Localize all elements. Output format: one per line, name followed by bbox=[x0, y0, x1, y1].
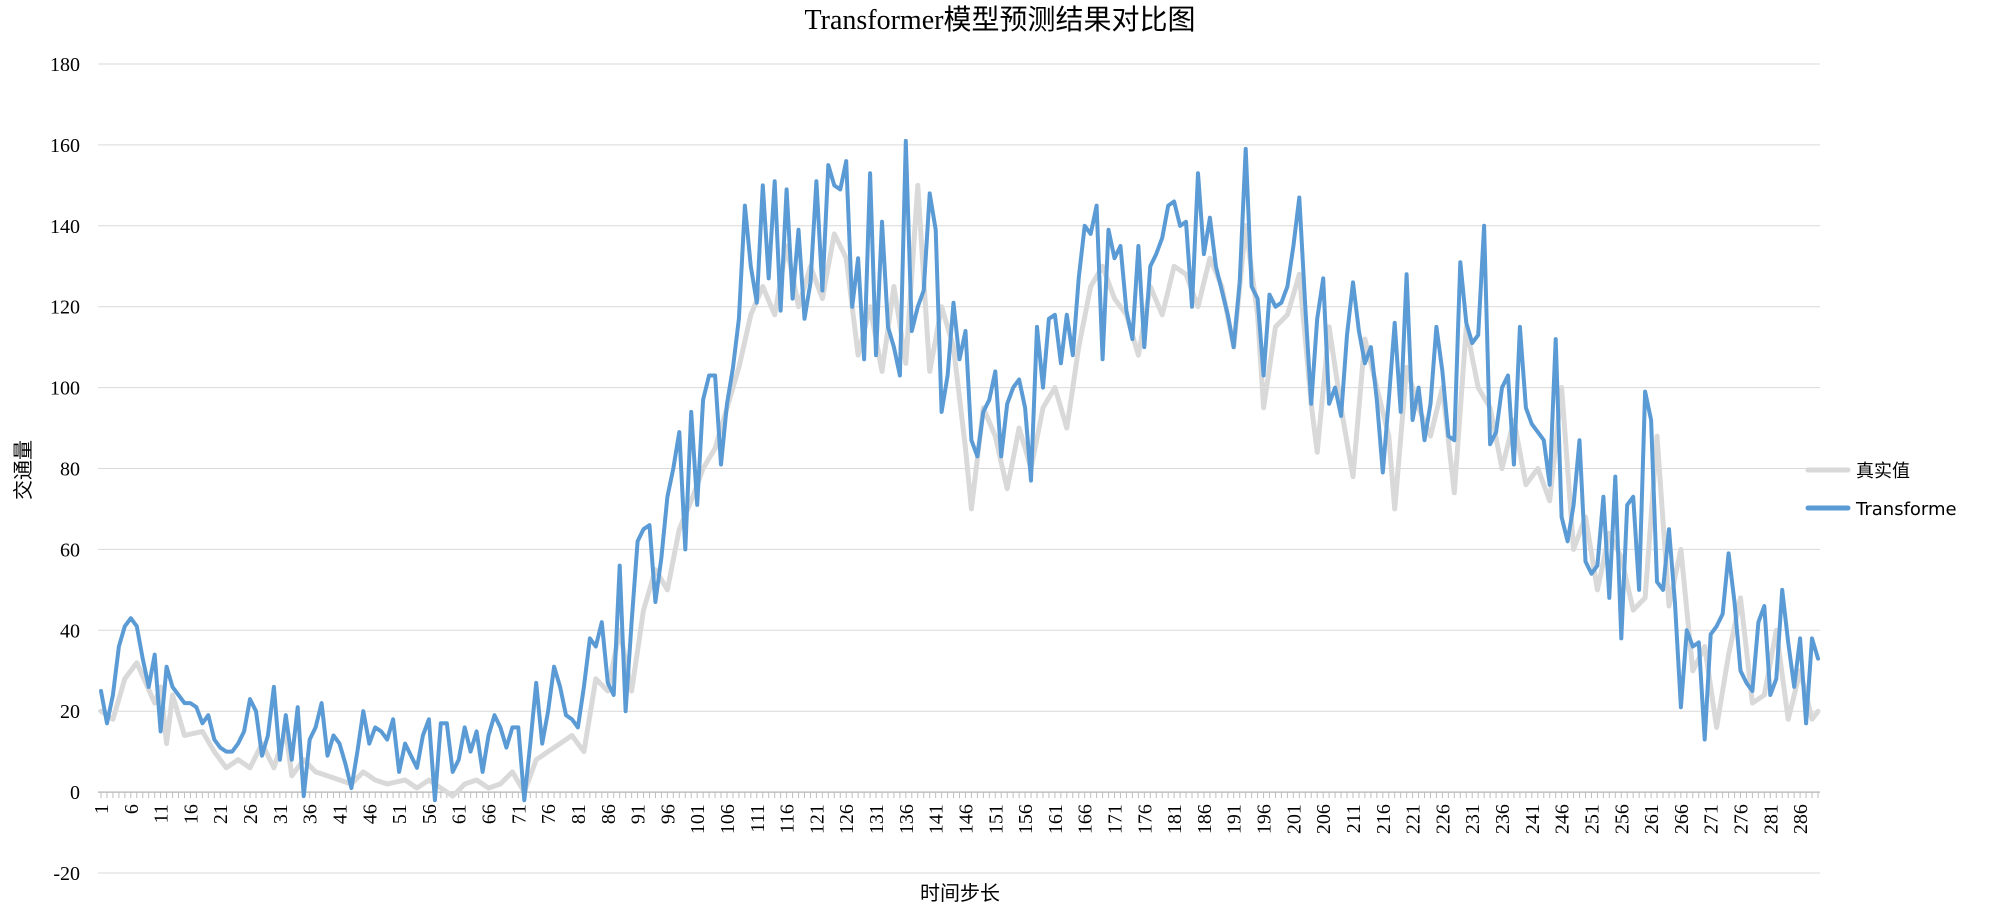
x-tick-label: 31 bbox=[270, 804, 292, 824]
x-tick-label: 1 bbox=[91, 804, 113, 814]
x-tick-label: 76 bbox=[538, 804, 560, 824]
x-tick-label: 51 bbox=[389, 804, 411, 824]
x-tick-label: 41 bbox=[329, 804, 351, 824]
x-tick-label: 276 bbox=[1730, 804, 1752, 834]
legend: 真实值 Transforme bbox=[1805, 461, 1957, 520]
legend-label-transformer: Transforme bbox=[1855, 499, 1957, 520]
x-tick-label: 236 bbox=[1492, 804, 1514, 834]
x-tick-label: 66 bbox=[479, 804, 501, 824]
x-tick-label: 271 bbox=[1701, 804, 1723, 834]
y-tick-label: 0 bbox=[70, 782, 80, 804]
x-tick-label: 261 bbox=[1641, 804, 1663, 834]
x-tick-label: 96 bbox=[657, 804, 679, 824]
x-tick-label: 266 bbox=[1671, 804, 1693, 834]
x-tick-label: 196 bbox=[1254, 804, 1276, 834]
x-tick-label: 161 bbox=[1045, 804, 1067, 834]
x-tick-label: 151 bbox=[985, 804, 1007, 834]
x-tick-label: 91 bbox=[628, 804, 650, 824]
x-tick-label: 251 bbox=[1581, 804, 1603, 834]
x-tick-label: 221 bbox=[1403, 804, 1425, 834]
x-tick-label: 216 bbox=[1373, 804, 1395, 834]
y-tick-label: 20 bbox=[60, 701, 80, 723]
y-axis-title: 交通量 bbox=[11, 440, 35, 500]
y-tick-label: 180 bbox=[50, 54, 80, 76]
x-tick-label: 256 bbox=[1611, 804, 1633, 834]
x-tick-label: 286 bbox=[1790, 804, 1812, 834]
series-line-true bbox=[98, 182, 1821, 799]
x-tick-label: 6 bbox=[121, 804, 143, 814]
chart-title: Transformer模型预测结果对比图 bbox=[805, 4, 1196, 36]
legend-label-true: 真实值 bbox=[1856, 461, 1910, 482]
x-tick-label: 71 bbox=[508, 804, 530, 824]
y-axis-ticks: -20 0 20 40 60 80 100 120 140 160 180 bbox=[50, 54, 80, 885]
x-tick-label: 131 bbox=[866, 804, 888, 834]
x-tick-label: 21 bbox=[210, 804, 232, 824]
x-axis-ticks: 1 6 11 16 21 26 31 36 41 46 51 56 61 66 71 76 81 86 91 96 10… bbox=[91, 804, 1812, 834]
y-tick-label: 100 bbox=[50, 378, 80, 400]
x-tick-label: 36 bbox=[300, 804, 322, 824]
x-tick-label: 231 bbox=[1462, 804, 1484, 834]
x-tick-label: 246 bbox=[1552, 804, 1574, 834]
x-tick-label: 281 bbox=[1760, 804, 1782, 834]
x-tick-label: 116 bbox=[777, 804, 799, 833]
x-tick-label: 136 bbox=[896, 804, 918, 834]
x-tick-label: 146 bbox=[955, 804, 977, 834]
y-tick-label: 120 bbox=[50, 297, 80, 319]
x-tick-label: 11 bbox=[151, 804, 173, 823]
y-tick-label: 40 bbox=[60, 620, 80, 642]
series-lines bbox=[98, 138, 1821, 803]
x-tick-label: 191 bbox=[1224, 804, 1246, 834]
x-tick-label: 226 bbox=[1432, 804, 1454, 834]
x-tick-label: 16 bbox=[180, 804, 202, 824]
y-tick-label: 60 bbox=[60, 539, 80, 561]
x-tick-label: 111 bbox=[747, 804, 769, 833]
x-tick-label: 101 bbox=[687, 804, 709, 834]
x-tick-label: 156 bbox=[1015, 804, 1037, 834]
x-tick-label: 176 bbox=[1134, 804, 1156, 834]
x-tick-label: 56 bbox=[419, 804, 441, 824]
x-tick-label: 26 bbox=[240, 804, 262, 824]
x-tick-label: 186 bbox=[1194, 804, 1216, 834]
x-tick-label: 61 bbox=[449, 804, 471, 824]
x-tick-label: 211 bbox=[1343, 804, 1365, 833]
x-tick-label: 86 bbox=[598, 804, 620, 824]
x-tick-label: 141 bbox=[926, 804, 948, 834]
x-axis bbox=[98, 791, 1820, 799]
y-tick-label: 140 bbox=[50, 216, 80, 238]
x-tick-label: 181 bbox=[1164, 804, 1186, 834]
y-tick-label: 160 bbox=[50, 135, 80, 157]
x-tick-label: 121 bbox=[806, 804, 828, 834]
x-tick-label: 206 bbox=[1313, 804, 1335, 834]
x-axis-title: 时间步长 bbox=[920, 881, 1000, 905]
y-tick-label: -20 bbox=[53, 863, 80, 885]
x-tick-label: 201 bbox=[1283, 804, 1305, 834]
x-tick-label: 241 bbox=[1522, 804, 1544, 834]
x-tick-label: 171 bbox=[1105, 804, 1127, 834]
x-tick-label: 46 bbox=[359, 804, 381, 824]
x-tick-label: 106 bbox=[717, 804, 739, 834]
x-tick-label: 126 bbox=[836, 804, 858, 834]
x-tick-label: 166 bbox=[1075, 804, 1097, 834]
y-tick-label: 80 bbox=[60, 459, 80, 481]
x-tick-label: 81 bbox=[568, 804, 590, 824]
series-line-transformer bbox=[99, 138, 1820, 803]
